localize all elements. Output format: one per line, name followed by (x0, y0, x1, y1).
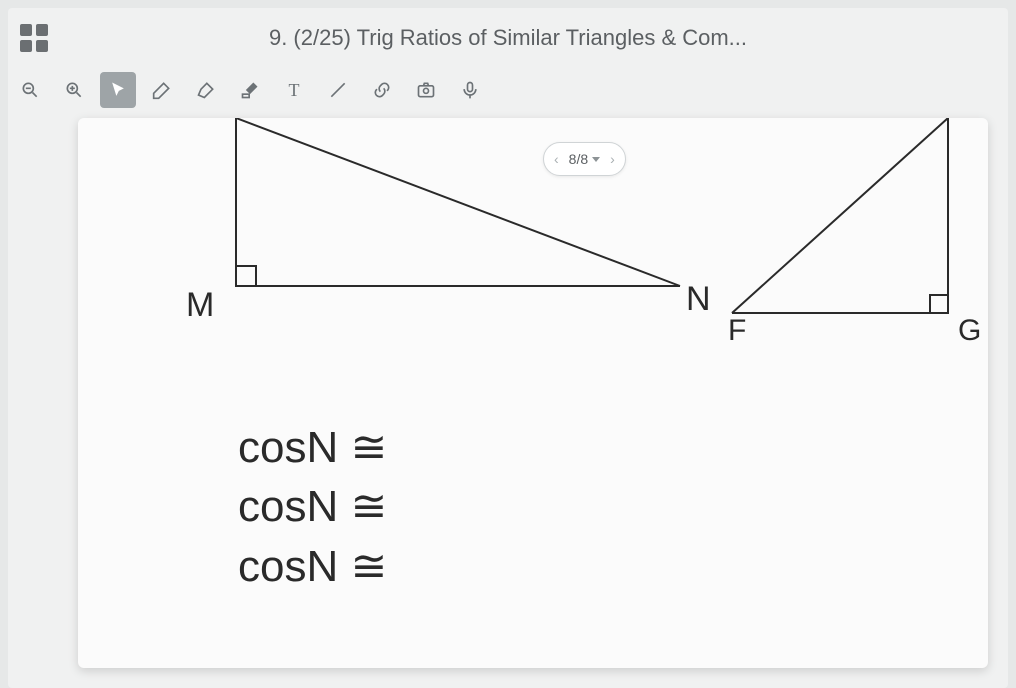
pen-tool-icon[interactable] (144, 72, 180, 108)
app-viewport: 9. (2/25) Trig Ratios of Similar Triangl… (8, 8, 1008, 688)
prev-page-button[interactable]: ‹ (554, 151, 559, 167)
header: 9. (2/25) Trig Ratios of Similar Triangl… (8, 8, 1008, 68)
page-navigator: ‹ 8/8 › (543, 142, 626, 176)
geometry-layer (78, 118, 988, 668)
vertex-label-f: F (728, 314, 746, 348)
eraser-tool-icon[interactable] (232, 72, 268, 108)
worksheet-canvas[interactable]: M N F G cosN ≅ cosN ≅ cosN ≅ ‹ 8/8 (78, 118, 988, 668)
equation-line: cosN ≅ (238, 418, 387, 477)
toolbar: T (8, 68, 1008, 112)
pointer-tool-icon[interactable] (100, 72, 136, 108)
link-tool-icon[interactable] (364, 72, 400, 108)
equation-line: cosN ≅ (238, 537, 387, 596)
next-page-button[interactable]: › (610, 151, 615, 167)
chevron-down-icon (592, 157, 600, 162)
zoom-in-icon[interactable] (56, 72, 92, 108)
vertex-label-g: G (958, 314, 981, 348)
camera-tool-icon[interactable] (408, 72, 444, 108)
page-count-dropdown[interactable]: 8/8 (569, 151, 600, 167)
vertex-label-m: M (186, 286, 214, 325)
text-tool-icon[interactable]: T (276, 72, 312, 108)
mic-tool-icon[interactable] (452, 72, 488, 108)
line-tool-icon[interactable] (320, 72, 356, 108)
page-count-label: 8/8 (569, 151, 588, 167)
zoom-out-icon[interactable] (12, 72, 48, 108)
highlighter-tool-icon[interactable] (188, 72, 224, 108)
equation-line: cosN ≅ (238, 477, 387, 536)
page-title: 9. (2/25) Trig Ratios of Similar Triangl… (8, 25, 1008, 51)
equation-block: cosN ≅ cosN ≅ cosN ≅ (238, 418, 387, 596)
vertex-label-n: N (686, 280, 711, 319)
apps-grid-icon[interactable] (20, 24, 48, 52)
